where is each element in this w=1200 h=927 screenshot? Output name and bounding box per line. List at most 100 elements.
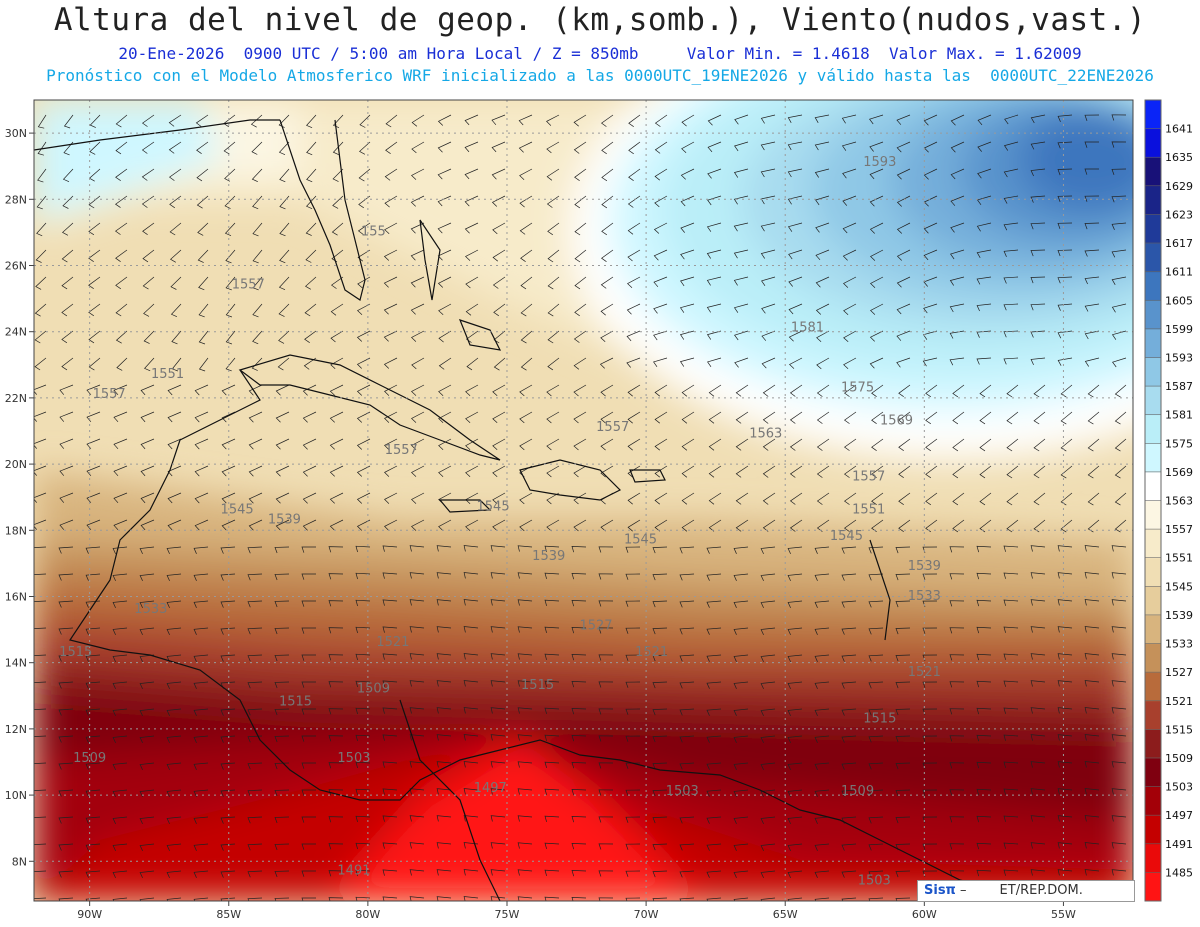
wind-barb [301,681,316,688]
lon-tick-label: 60W [912,908,937,921]
wind-barb [1084,653,1100,660]
wind-barb [115,114,128,128]
wind-barb [220,546,236,554]
wind-barb [34,870,47,878]
wind-barb [436,599,452,606]
wind-barb [706,627,722,635]
wind-barb [463,599,479,606]
wind-barb [546,411,560,424]
wind-barb [411,114,425,127]
wind-barb [949,735,965,742]
contour-label: 1563 [749,427,782,442]
wind-barb [382,680,398,687]
wind-barb [1087,519,1100,533]
wind-barb [925,411,938,425]
wind-barb [1111,303,1127,313]
wind-barb [490,815,506,822]
wind-barb [598,546,614,553]
wind-barb [573,141,587,154]
wind-barb [816,438,830,451]
wind-barb [34,519,47,530]
wind-barb [761,303,776,314]
wind-barb [949,546,965,553]
wind-barb [220,654,236,662]
wind-barb [247,816,263,824]
wind-barb [252,330,263,345]
wind-barb [34,492,47,503]
contour-label: 1491 [337,864,370,879]
wind-barb [166,708,182,717]
wind-barb [167,438,182,450]
wind-barb [1003,815,1019,822]
wind-barb [355,896,371,901]
wind-barb [358,195,371,209]
wind-barb [436,707,452,714]
wind-barb [789,492,803,505]
wind-barb [733,708,749,716]
wind-barb [306,114,317,129]
wind-barb [438,357,452,370]
wind-barb [166,870,182,879]
wind-barb [1057,195,1073,203]
wind-barb [706,222,722,232]
wind-barb [923,303,938,314]
wind-barb [814,627,830,635]
wind-barb [599,357,614,369]
wind-barb [492,519,506,532]
wind-barb [1060,438,1073,452]
wind-barb [1087,411,1100,425]
wind-barb [248,465,263,477]
wind-barb [949,870,965,877]
wind-barb [843,384,857,397]
wind-barb [409,842,425,849]
wind-barb [1057,707,1073,714]
wind-barb [895,573,911,581]
contour-label: 1509 [841,784,874,799]
wind-barb [328,789,344,796]
wind-barb [868,654,884,662]
colorbar-level-label: 1521 [1165,695,1193,708]
wind-barb [1003,707,1019,714]
wind-barb [681,438,695,451]
wind-barb [34,762,47,770]
wind-barb [1030,680,1046,687]
wind-barb [681,519,695,532]
wind-barb [329,411,344,423]
colorbar-swatch [1145,100,1161,130]
wind-barb [814,573,830,581]
wind-barb [34,303,47,317]
wind-barb [225,330,236,345]
wind-barb [625,654,641,661]
wind-barb [198,276,209,291]
wind-barb [627,276,641,288]
wind-barb [328,600,344,607]
colorbar-swatch [1145,729,1161,759]
wind-barb [221,492,236,504]
contour-label: 1509 [73,751,106,766]
wind-barb [762,384,776,397]
wind-barb [438,384,452,396]
wind-barb [654,195,668,208]
wind-barb [707,114,722,126]
wind-barb [355,599,371,607]
map-subtitle-model: Pronóstico con el Modelo Atmosferico WRF… [46,66,1154,85]
wind-barb [896,222,911,234]
wind-barb [760,627,776,636]
wind-barb [652,654,668,662]
contour-label: 1575 [841,380,874,395]
wind-barb [706,276,722,286]
wind-barb [680,249,695,260]
wind-barb [841,600,857,608]
wind-barb [85,681,101,689]
wind-barb [979,519,992,533]
wind-barb [598,708,614,715]
wind-barb [843,465,857,478]
wind-barb [224,168,236,182]
wind-barb [437,141,452,153]
wind-barb [357,276,371,289]
wind-barb [223,141,236,155]
wind-barb [1114,519,1127,533]
wind-barb [1114,411,1127,425]
wind-barb [598,843,614,850]
wind-barb [491,114,506,126]
